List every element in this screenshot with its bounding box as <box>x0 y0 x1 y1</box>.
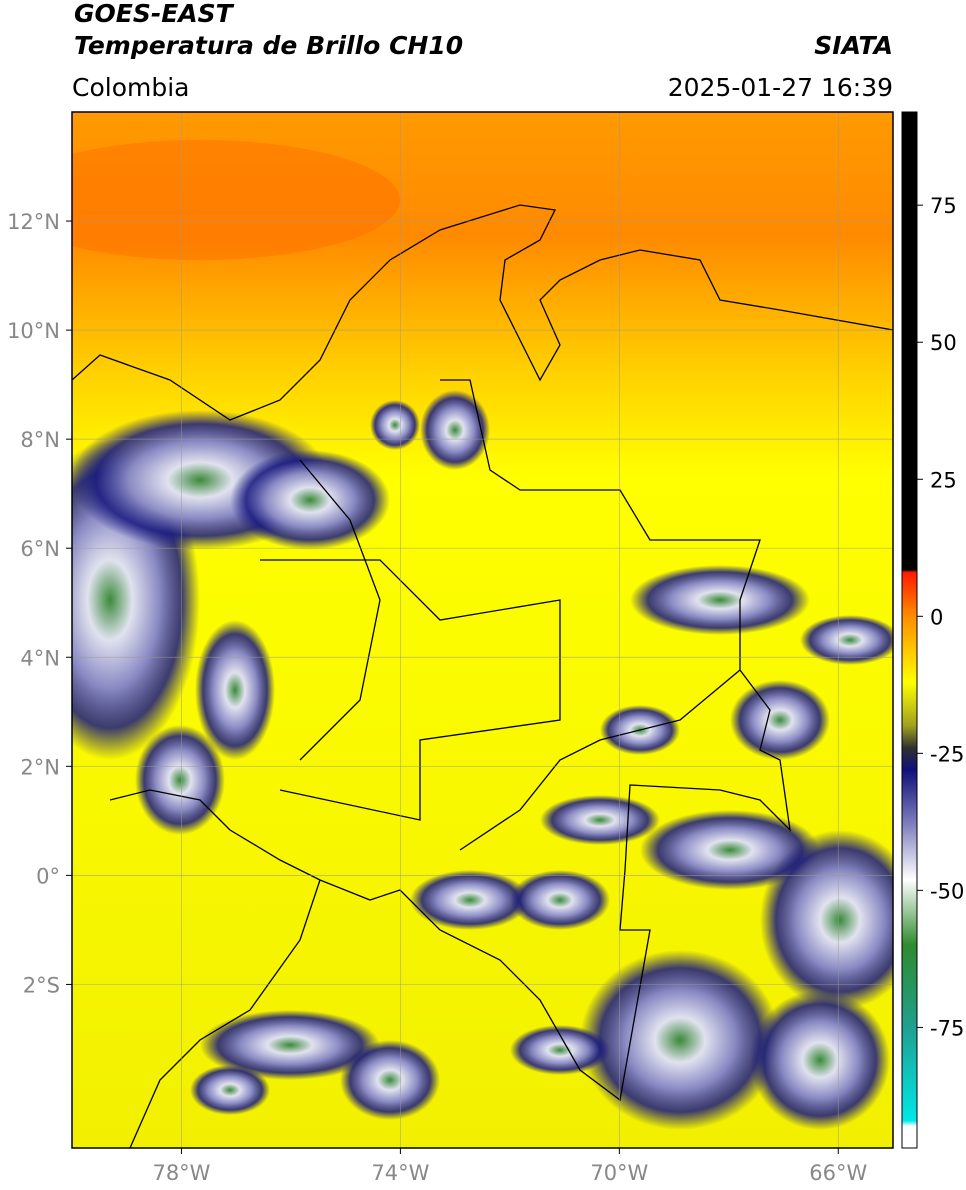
x-tick-label: 74°W <box>371 1161 429 1185</box>
map-image <box>72 112 893 1148</box>
colorbar-tick-label: 0 <box>930 605 943 629</box>
y-tick-label: 2°S <box>23 973 60 997</box>
colorbar-tick-label: -75 <box>930 1016 964 1040</box>
map-frame <box>71 111 894 1149</box>
grid <box>72 112 893 1148</box>
colorbar <box>901 111 918 1149</box>
y-tick-label: 12°N <box>7 210 60 234</box>
colorbar-tick-label: -50 <box>930 879 964 903</box>
colorbar-tick-label: 75 <box>930 194 957 218</box>
colorbar-tick-label: 25 <box>930 468 957 492</box>
y-tick-label: 10°N <box>7 319 60 343</box>
x-tick-label: 70°W <box>590 1161 648 1185</box>
x-tick-label: 78°W <box>152 1161 210 1185</box>
colorbar-tick-label: 50 <box>930 331 957 355</box>
y-tick-label: 0° <box>36 864 60 888</box>
y-tick-label: 4°N <box>20 646 60 670</box>
source: SIATA <box>814 31 893 60</box>
colorbar-tick-label: -25 <box>930 742 964 766</box>
satellite: GOES-EAST <box>74 0 235 28</box>
datetime: 2025-01-27 16:39 <box>668 73 893 102</box>
product: Temperatura de Brillo CH10 <box>74 31 463 60</box>
x-tick-label: 66°W <box>809 1161 867 1185</box>
region: Colombia <box>72 73 189 102</box>
y-tick-label: 8°N <box>20 428 60 452</box>
y-tick-label: 2°N <box>20 755 60 779</box>
y-tick-label: 6°N <box>20 537 60 561</box>
